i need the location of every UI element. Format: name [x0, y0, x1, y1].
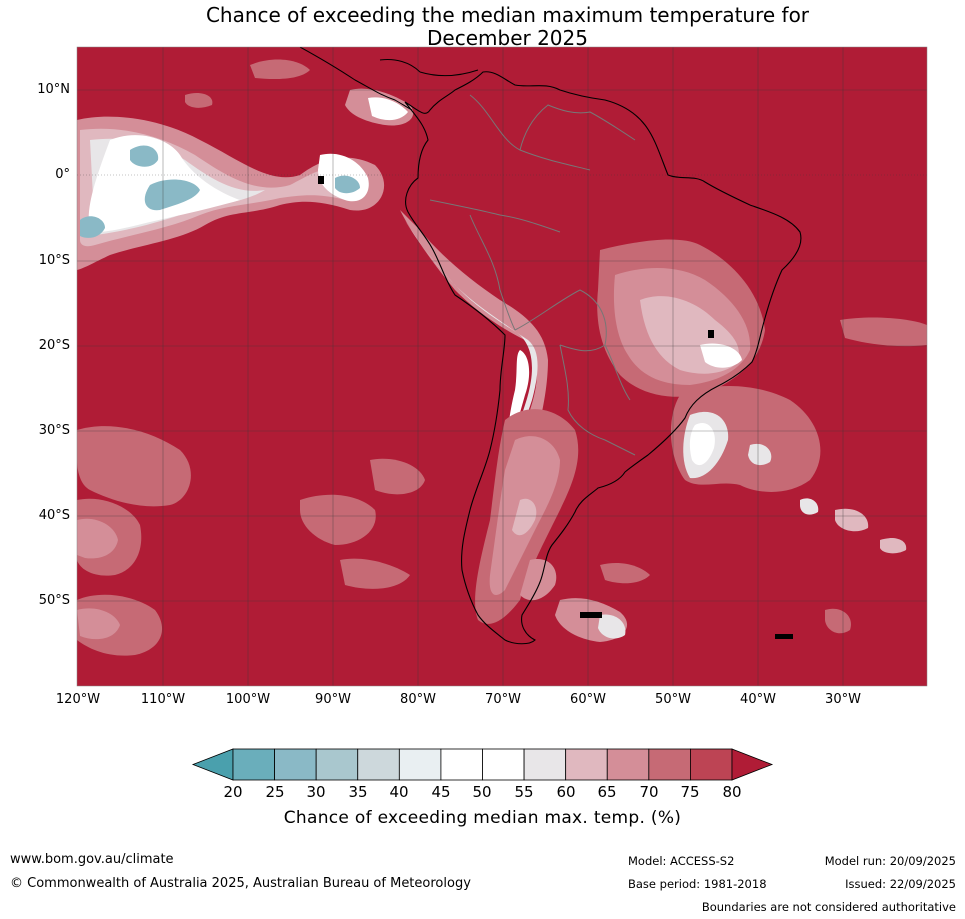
colorbar-tick-80: 80: [722, 783, 742, 801]
colorbar-tick-40: 40: [389, 783, 409, 801]
colorbar-tick-55: 55: [514, 783, 534, 801]
lon-label-60w: 60°W: [570, 692, 606, 707]
graticule: [77, 47, 927, 686]
footer-website: www.bom.gov.au/climate: [10, 852, 174, 867]
colorbar-swatch: [440, 748, 483, 781]
colorbar-swatch: [357, 748, 400, 781]
lat-label-20s: 20°S: [38, 338, 70, 353]
south-america-coastline: [404, 71, 802, 645]
footer-issued: Issued: 22/09/2025: [845, 877, 956, 891]
central-america-coastline: [299, 47, 479, 111]
colorbar-tick-30: 30: [306, 783, 326, 801]
colorbar-tick-70: 70: [639, 783, 659, 801]
probability-shading: [77, 59, 927, 656]
country-borders: [429, 94, 636, 456]
colorbar-tick-25: 25: [265, 783, 285, 801]
colorbar-swatch: [315, 748, 359, 781]
title-line-1: Chance of exceeding the median maximum t…: [205, 3, 810, 27]
lon-label-90w: 90°W: [315, 692, 351, 707]
colorbar-swatch: [606, 748, 650, 781]
colorbar-swatch: [648, 748, 691, 781]
lat-label-0: 0°: [55, 167, 70, 182]
islands: [318, 176, 793, 639]
lon-label-100w: 100°W: [225, 692, 271, 707]
colorbar-swatch: [398, 748, 442, 781]
lat-label-40s: 40°S: [38, 508, 70, 523]
colorbar-tick-60: 60: [556, 783, 576, 801]
colorbar-swatch: [690, 748, 733, 781]
lat-label-50s: 50°S: [38, 593, 70, 608]
colorbar-swatch: [565, 748, 608, 781]
lat-label-30s: 30°S: [38, 423, 70, 438]
lat-label-10n: 10°N: [37, 82, 70, 97]
map-frame: [76, 46, 928, 687]
colorbar-label: Chance of exceeding median max. temp. (%…: [283, 808, 682, 828]
colorbar-tick-75: 75: [680, 783, 700, 801]
lon-label-110w: 110°W: [140, 692, 186, 707]
lon-label-80w: 80°W: [400, 692, 436, 707]
lon-label-120w: 120°W: [55, 692, 101, 707]
colorbar-tick-50: 50: [472, 783, 492, 801]
colorbar-extend-high: [731, 748, 774, 781]
colorbar-tick-65: 65: [597, 783, 617, 801]
lon-label-40w: 40°W: [740, 692, 776, 707]
footer-copyright: © Commonwealth of Australia 2025, Austra…: [10, 876, 471, 891]
colorbar-tick-45: 45: [431, 783, 451, 801]
colorbar-tick-20: 20: [223, 783, 243, 801]
lat-label-10s: 10°S: [38, 253, 70, 268]
colorbar-swatch: [482, 748, 525, 781]
map-title: Chance of exceeding the median maximum t…: [0, 4, 965, 50]
colorbar-swatch: [274, 748, 317, 781]
footer-base-period: Base period: 1981-2018: [628, 877, 767, 891]
title-line-2: December 2025: [427, 26, 588, 50]
colorbar-swatch: [523, 748, 567, 781]
colorbar-tick-35: 35: [348, 783, 368, 801]
footer-model-run: Model run: 20/09/2025: [824, 854, 956, 868]
lon-label-30w: 30°W: [825, 692, 861, 707]
footer-disclaimer: Boundaries are not considered authoritat…: [701, 900, 956, 914]
lon-label-50w: 50°W: [655, 692, 691, 707]
colorbar-swatches: [191, 748, 774, 781]
colorbar-extend-low: [191, 748, 234, 781]
lon-label-70w: 70°W: [485, 692, 521, 707]
footer-model: Model: ACCESS-S2: [628, 854, 735, 868]
colorbar-swatch: [232, 748, 275, 781]
